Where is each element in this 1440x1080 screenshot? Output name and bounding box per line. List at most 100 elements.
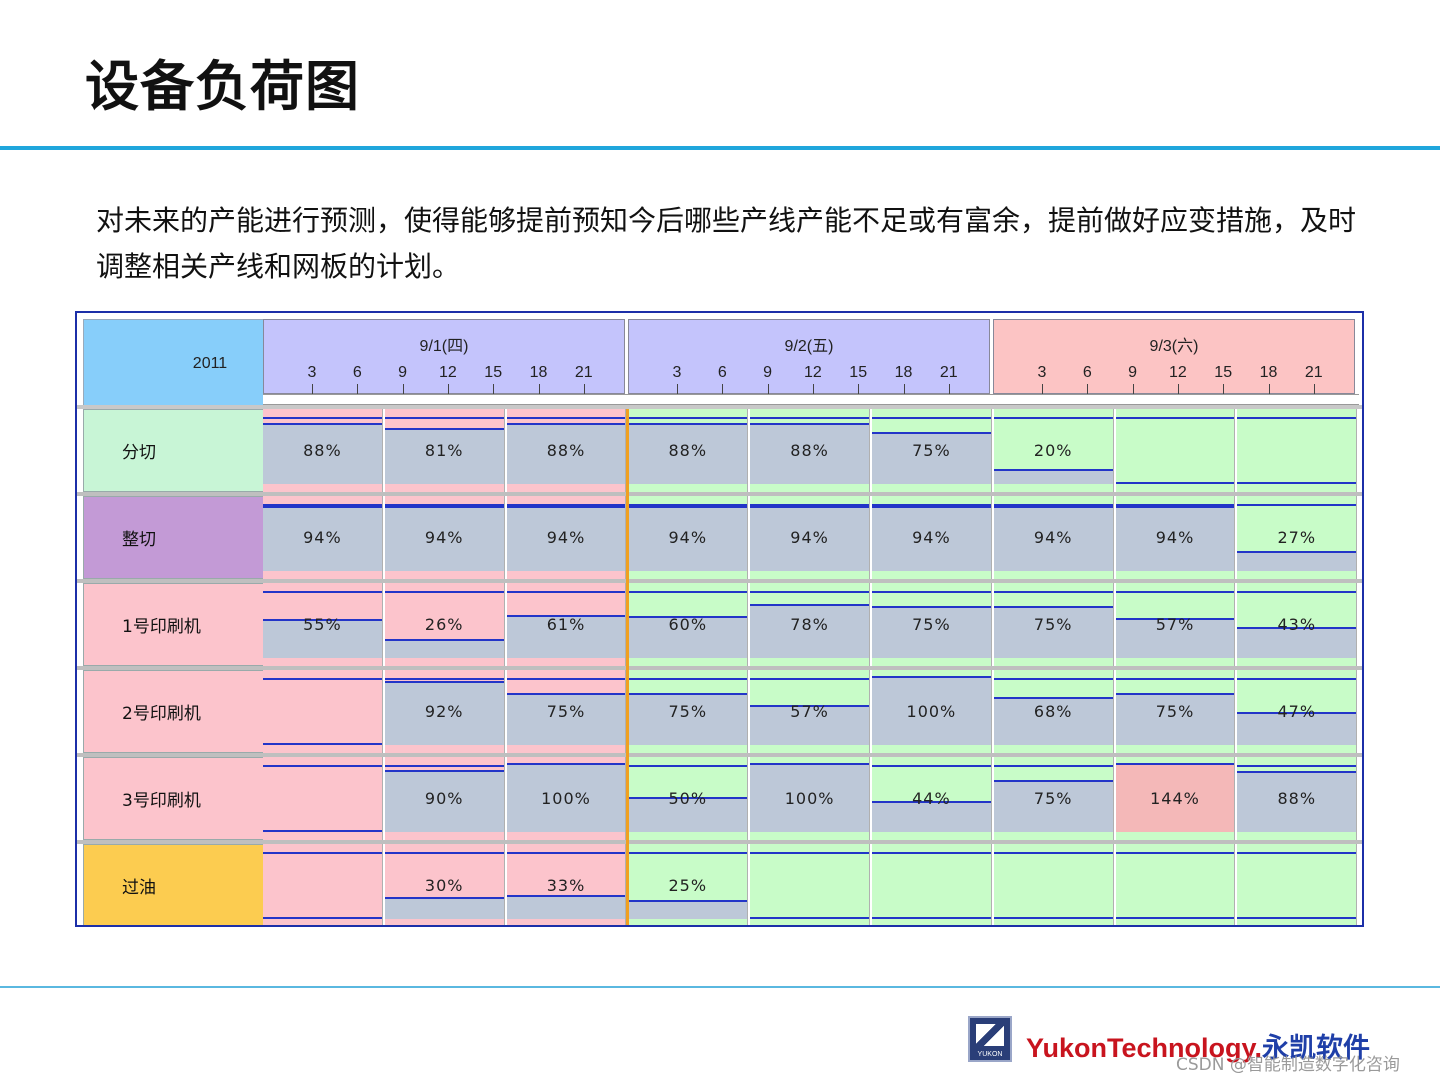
hour-tick — [948, 384, 950, 394]
load-level-line — [628, 692, 748, 695]
capacity-line — [628, 765, 748, 767]
capacity-line — [628, 852, 748, 854]
load-percent: 27% — [1277, 527, 1317, 547]
load-percent: 75% — [912, 614, 951, 634]
load-percent: 75% — [1033, 788, 1073, 808]
load-level-line — [263, 423, 382, 426]
load-slot: 50% — [628, 757, 749, 840]
load-level-line — [384, 681, 504, 684]
hour-tick-label: 18 — [1259, 364, 1278, 381]
hour-tick-label: 15 — [849, 364, 868, 381]
load-level-line — [993, 605, 1113, 608]
load-slot: 61% — [506, 583, 627, 666]
load-percent: 100% — [906, 701, 957, 721]
load-bar — [263, 425, 382, 484]
load-level-line — [872, 676, 991, 678]
load-level-line — [1115, 917, 1235, 919]
capacity-line — [1115, 417, 1235, 419]
capacity-line — [1115, 852, 1235, 854]
hour-tick-label: 15 — [484, 364, 503, 381]
load-level-line — [628, 615, 748, 618]
title-divider — [0, 146, 1440, 150]
load-slot: 94% — [506, 496, 627, 579]
load-bar — [750, 508, 869, 571]
load-level-line — [384, 506, 504, 509]
load-level-line — [1237, 771, 1357, 774]
hour-tick — [312, 384, 313, 394]
load-bar — [506, 508, 626, 571]
hour-tick-label: 21 — [939, 364, 958, 381]
capacity-line — [1237, 591, 1357, 593]
capacity-line — [628, 591, 748, 593]
load-level-line — [628, 796, 748, 799]
load-bar — [1115, 508, 1235, 571]
load-bar — [1237, 713, 1357, 745]
capacity-line — [1237, 504, 1357, 506]
hour-tick — [1268, 384, 1270, 394]
capacity-line — [1237, 417, 1357, 419]
load-percent: 50% — [668, 788, 708, 808]
load-level-line — [750, 917, 869, 919]
capacity-line — [263, 591, 382, 593]
load-level-line — [750, 603, 869, 606]
load-slot — [872, 844, 992, 925]
day-label: 9/2(五) — [784, 338, 834, 355]
load-bar — [993, 607, 1113, 658]
brand-name: YukonTechnology.永凯软件 — [1026, 1026, 1370, 1065]
load-bar — [506, 765, 626, 832]
load-bar — [750, 425, 869, 484]
load-level-line — [1115, 617, 1235, 620]
capacity-line — [263, 765, 382, 767]
load-slot: 78% — [750, 583, 870, 666]
load-slot: 94% — [872, 496, 992, 579]
hour-tick-label: 9 — [1128, 364, 1138, 381]
row-separator — [77, 579, 1362, 583]
capacity-line — [506, 852, 626, 854]
load-level-line — [384, 896, 504, 899]
load-percent: 94% — [424, 527, 464, 547]
load-slot: 100% — [506, 757, 627, 840]
load-slot: 43% — [1237, 583, 1358, 666]
load-bar — [872, 802, 991, 832]
hour-tick-label: 3 — [672, 364, 682, 381]
load-slot: 100% — [872, 670, 992, 753]
hour-tick — [903, 384, 905, 394]
row-separator — [77, 666, 1362, 670]
hour-tick-label: 21 — [574, 364, 593, 381]
load-percent: 43% — [1277, 614, 1317, 634]
capacity-line — [628, 504, 748, 506]
load-percent: 78% — [790, 614, 829, 634]
load-level-line — [1237, 550, 1357, 553]
load-slot: 94% — [263, 496, 383, 579]
load-bar — [993, 470, 1113, 484]
load-slot: 88% — [263, 409, 383, 492]
capacity-line — [993, 852, 1113, 854]
row-separator — [77, 840, 1362, 844]
load-level-line — [628, 506, 748, 509]
load-slot: 81% — [384, 409, 505, 492]
capacity-line — [1237, 765, 1357, 767]
hour-tick — [1132, 384, 1134, 394]
hour-tick-label: 3 — [307, 364, 317, 381]
load-level-line — [1115, 482, 1235, 484]
hour-tick — [357, 384, 359, 394]
header-separator — [77, 405, 1362, 409]
load-bar — [750, 706, 869, 745]
load-bar — [872, 678, 991, 745]
load-bar — [1115, 694, 1235, 745]
load-bar — [1237, 629, 1357, 658]
load-level-line — [993, 468, 1113, 471]
capacity-line — [872, 765, 991, 767]
load-slot: 26% — [384, 583, 505, 666]
load-slot: 75% — [628, 670, 749, 753]
load-slot: 60% — [628, 583, 749, 666]
capacity-line — [506, 504, 626, 506]
hour-tick — [402, 384, 404, 394]
capacity-line — [872, 591, 991, 593]
load-slot: 94% — [993, 496, 1114, 579]
load-bar — [1237, 552, 1357, 571]
load-level-line — [263, 619, 382, 622]
load-slot: 25% — [628, 844, 749, 925]
day-header: 9/1(四) 3 6 9 12 15 18 21 — [263, 319, 625, 394]
load-level-line — [506, 763, 626, 765]
